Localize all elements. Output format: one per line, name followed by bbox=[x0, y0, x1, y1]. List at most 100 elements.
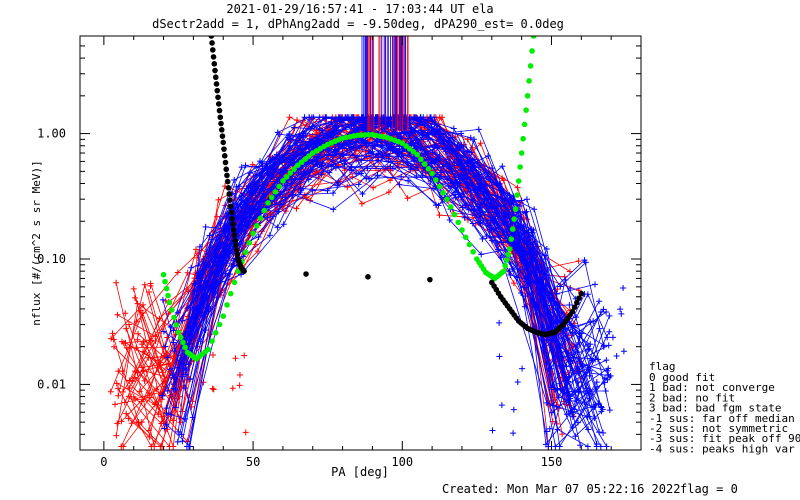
series-2-point bbox=[451, 211, 458, 218]
series-1-point bbox=[267, 158, 274, 165]
series-2-point bbox=[175, 329, 182, 336]
series-1-point bbox=[567, 285, 574, 292]
series-1-point bbox=[489, 427, 496, 434]
series-1-point bbox=[613, 352, 620, 359]
series-0-point bbox=[151, 443, 158, 450]
series-3-point bbox=[576, 295, 582, 301]
series-1-point bbox=[191, 287, 198, 294]
series-0-point bbox=[135, 419, 142, 426]
series-3-point bbox=[571, 304, 578, 310]
series-0-point bbox=[132, 368, 139, 375]
series-1-point bbox=[620, 348, 627, 355]
series-1-point bbox=[291, 124, 298, 131]
series-0-point bbox=[241, 352, 248, 359]
series-2-point bbox=[511, 216, 517, 222]
series-1-point bbox=[323, 114, 330, 121]
y-tick-label: 1.00 bbox=[37, 127, 66, 141]
series-2-point bbox=[173, 322, 180, 328]
series-1-point bbox=[577, 442, 584, 449]
series-2-point bbox=[527, 63, 534, 69]
series-3-point bbox=[578, 290, 585, 297]
series-1-point bbox=[593, 440, 600, 447]
series-1-point bbox=[450, 125, 457, 132]
series-2-point bbox=[272, 189, 279, 195]
data-layer bbox=[107, 36, 627, 450]
series-2-point bbox=[298, 159, 305, 165]
series-1-point bbox=[531, 206, 538, 213]
series-1-point bbox=[502, 214, 509, 221]
series-1-point bbox=[543, 336, 550, 343]
legend-entry: 2 bad: no fit bbox=[649, 391, 735, 404]
series-0-point bbox=[309, 132, 316, 139]
series-1-point bbox=[606, 407, 613, 414]
series-3-point bbox=[227, 203, 234, 210]
legend: flag 0 good fit 1 bad: not converge 2 ba… bbox=[649, 360, 800, 455]
series-2-point bbox=[466, 241, 473, 248]
series-3-point bbox=[221, 146, 227, 152]
series-3-point bbox=[210, 54, 217, 60]
series-1-point bbox=[287, 142, 294, 149]
series-0-point bbox=[131, 294, 138, 301]
series-0-point bbox=[130, 285, 137, 292]
series-1-point bbox=[170, 381, 177, 388]
series-0-point bbox=[109, 330, 116, 337]
series-1-point bbox=[170, 327, 177, 334]
series-2-point bbox=[503, 257, 510, 263]
series-0-point bbox=[158, 413, 165, 420]
series-2-point bbox=[280, 178, 286, 184]
series-1-point bbox=[411, 127, 418, 134]
series-1-point bbox=[374, 172, 381, 179]
series-1-point bbox=[603, 357, 610, 364]
series-1-point bbox=[322, 130, 329, 137]
series-2-point bbox=[440, 189, 447, 196]
series-2-point bbox=[283, 174, 290, 180]
series-2-point bbox=[521, 121, 528, 128]
series-1-point bbox=[264, 214, 271, 221]
series-3-point bbox=[303, 271, 309, 277]
series-1-point bbox=[298, 187, 305, 194]
series-1-point bbox=[206, 264, 213, 271]
series-3-point bbox=[209, 47, 216, 53]
series-2-point bbox=[171, 314, 177, 321]
series-1-point bbox=[527, 233, 534, 240]
series-3-point bbox=[230, 226, 237, 233]
series-1-point bbox=[365, 150, 372, 157]
series-1-point bbox=[247, 187, 254, 194]
series-1-point bbox=[202, 223, 209, 230]
series-1-point bbox=[388, 144, 395, 151]
series-1-point bbox=[518, 289, 525, 296]
series-1-point bbox=[585, 426, 592, 433]
series-1-point bbox=[433, 144, 440, 151]
series-1-point bbox=[478, 251, 485, 258]
series-0-point bbox=[385, 189, 392, 196]
series-1-point bbox=[427, 178, 434, 185]
series-2-point bbox=[414, 151, 420, 158]
series-1-point bbox=[316, 126, 323, 133]
series-1-point bbox=[266, 232, 273, 239]
series-1-point bbox=[366, 175, 373, 182]
series-0-point bbox=[209, 385, 216, 392]
series-3-point bbox=[212, 67, 218, 74]
series-3-point bbox=[212, 74, 219, 81]
series-1-point bbox=[431, 114, 438, 121]
series-0-point bbox=[138, 419, 145, 426]
series-1-point bbox=[466, 176, 473, 183]
series-1-point bbox=[465, 206, 472, 213]
series-1-point bbox=[586, 395, 593, 402]
series-1-point bbox=[586, 413, 593, 420]
series-2-point bbox=[220, 313, 227, 319]
series-3-point bbox=[224, 178, 231, 185]
series-2-point bbox=[459, 227, 465, 233]
plot-frame bbox=[79, 35, 642, 451]
series-1-point bbox=[161, 425, 168, 432]
series-2-point bbox=[168, 307, 175, 313]
series-2-point bbox=[429, 170, 435, 177]
series-1-point bbox=[600, 343, 607, 350]
series-1-point bbox=[471, 136, 478, 143]
series-1-point bbox=[396, 181, 403, 188]
series-1-point bbox=[522, 260, 529, 267]
x-tick-label: 150 bbox=[541, 455, 563, 469]
series-1-point bbox=[600, 429, 607, 436]
series-2-point bbox=[517, 164, 523, 170]
series-2-point bbox=[165, 292, 171, 299]
